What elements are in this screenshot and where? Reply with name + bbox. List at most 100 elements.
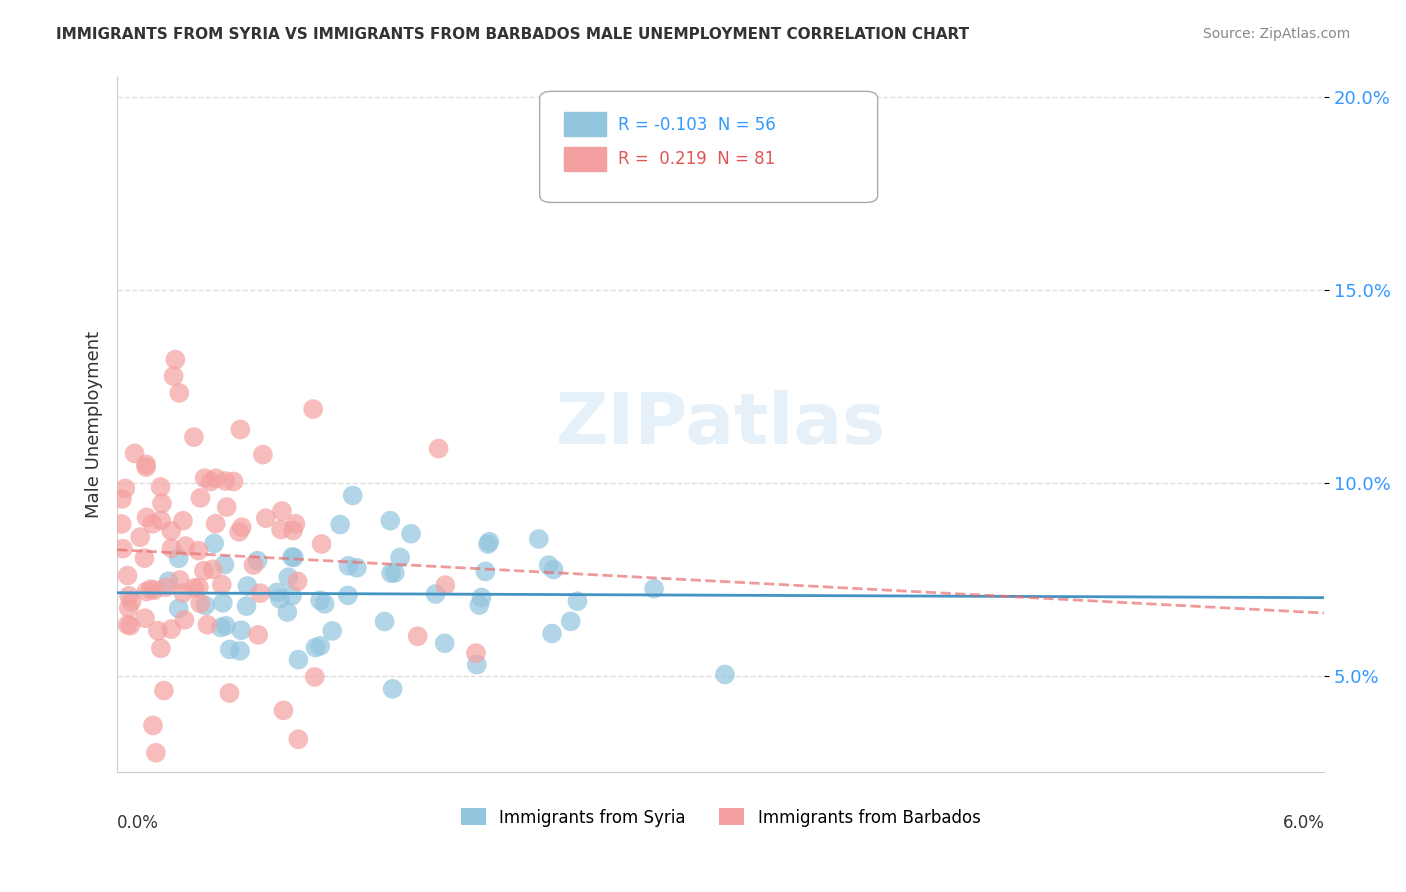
Point: [117, 568, 139, 582]
Point: [287, 732, 309, 747]
Point: [167, 601, 190, 615]
Point: [425, 587, 447, 601]
Point: [249, 586, 271, 600]
Point: [193, 564, 215, 578]
Point: [337, 558, 360, 573]
Point: [209, 620, 232, 634]
Point: [143, 583, 166, 598]
Point: [173, 613, 195, 627]
Point: [254, 511, 277, 525]
Point: [222, 475, 245, 489]
Point: [231, 520, 253, 534]
Point: [427, 442, 450, 456]
Point: [478, 534, 501, 549]
Point: [149, 480, 172, 494]
Point: [302, 402, 325, 417]
Text: ZIPatlas: ZIPatlas: [555, 390, 886, 459]
Point: [384, 566, 406, 580]
Point: [211, 596, 233, 610]
Y-axis label: Male Unemployment: Male Unemployment: [86, 331, 103, 518]
Point: [135, 458, 157, 472]
Point: [134, 551, 156, 566]
Point: [389, 550, 412, 565]
Point: [129, 530, 152, 544]
Point: [118, 589, 141, 603]
Point: [124, 446, 146, 460]
Point: [537, 558, 560, 573]
Point: [271, 504, 294, 518]
Point: [304, 670, 326, 684]
Point: [380, 566, 402, 581]
Point: [149, 641, 172, 656]
Point: [287, 653, 309, 667]
Point: [342, 489, 364, 503]
Text: R = -0.103  N = 56: R = -0.103 N = 56: [619, 116, 776, 134]
Point: [204, 516, 226, 531]
Point: [218, 686, 240, 700]
Text: 6.0%: 6.0%: [1282, 814, 1324, 831]
Point: [187, 543, 209, 558]
Point: [304, 640, 326, 655]
Point: [162, 369, 184, 384]
Point: [270, 523, 292, 537]
Point: [218, 642, 240, 657]
Point: [434, 578, 457, 592]
Point: [235, 599, 257, 614]
FancyBboxPatch shape: [540, 91, 877, 202]
Point: [172, 514, 194, 528]
Point: [160, 541, 183, 556]
Point: [309, 593, 332, 607]
Point: [142, 718, 165, 732]
Text: Source: ZipAtlas.com: Source: ZipAtlas.com: [1202, 27, 1350, 41]
Point: [374, 615, 396, 629]
Point: [380, 514, 402, 528]
Point: [194, 599, 217, 613]
Point: [167, 551, 190, 566]
Point: [229, 644, 252, 658]
Point: [567, 594, 589, 608]
Point: [150, 496, 173, 510]
Point: [229, 422, 252, 436]
Point: [111, 491, 134, 506]
Point: [477, 537, 499, 551]
Text: R =  0.219  N = 81: R = 0.219 N = 81: [619, 151, 775, 169]
Point: [205, 471, 228, 485]
Point: [336, 588, 359, 602]
Point: [465, 657, 488, 672]
Text: 0.0%: 0.0%: [117, 814, 159, 831]
Point: [118, 601, 141, 615]
Point: [165, 352, 187, 367]
Point: [470, 591, 492, 605]
Point: [135, 460, 157, 475]
Point: [160, 524, 183, 538]
Point: [465, 646, 488, 660]
Point: [643, 582, 665, 596]
Point: [145, 746, 167, 760]
Point: [560, 615, 582, 629]
Point: [284, 516, 307, 531]
Point: [150, 513, 173, 527]
Point: [153, 683, 176, 698]
Point: [236, 579, 259, 593]
Point: [187, 581, 209, 595]
Point: [141, 516, 163, 531]
Point: [214, 474, 236, 488]
Point: [329, 517, 352, 532]
Point: [283, 550, 305, 565]
Point: [155, 580, 177, 594]
Point: [276, 605, 298, 619]
Legend: Immigrants from Syria, Immigrants from Barbados: Immigrants from Syria, Immigrants from B…: [454, 802, 987, 833]
Point: [468, 598, 491, 612]
Point: [190, 491, 212, 505]
Point: [114, 482, 136, 496]
Point: [527, 532, 550, 546]
Point: [321, 624, 343, 638]
Point: [139, 582, 162, 597]
Point: [169, 573, 191, 587]
Point: [188, 596, 211, 610]
Point: [314, 597, 336, 611]
Point: [146, 624, 169, 638]
Point: [229, 624, 252, 638]
Point: [111, 516, 134, 531]
Point: [309, 639, 332, 653]
